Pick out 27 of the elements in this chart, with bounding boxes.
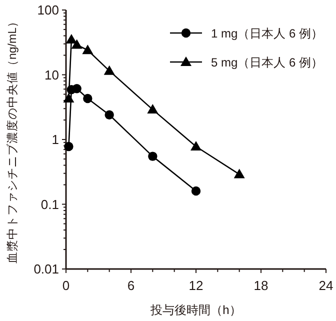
point: [191, 186, 201, 196]
y-tick-label: 10: [44, 67, 59, 82]
point: [71, 39, 82, 49]
x-axis-title: 投与後時間（h）: [150, 303, 242, 317]
point: [104, 65, 115, 75]
x-tick-label: 0: [62, 278, 70, 293]
x-tick-label: 12: [188, 278, 204, 293]
point: [104, 110, 114, 120]
x-tick-label: 18: [254, 278, 268, 293]
point: [234, 168, 245, 178]
point: [148, 152, 158, 161]
y-tick-label: 100: [37, 2, 59, 18]
y-tick-label: 0.01: [34, 262, 59, 276]
legend-label: 1 mg（日本人 6 例）: [211, 26, 324, 40]
point: [66, 34, 77, 44]
legend-label: 5 mg（日本人 6 例）: [211, 56, 324, 70]
point: [82, 44, 94, 54]
x-tick-label: 6: [127, 278, 135, 293]
point: [147, 104, 158, 114]
point: [190, 140, 202, 150]
y-axis-title: 血漿中トファシチニブ濃度の中央値（ng/mL）: [7, 16, 19, 264]
point: [83, 94, 92, 104]
point: [64, 142, 74, 152]
point: [63, 92, 74, 102]
y-tick-label: 1: [52, 132, 59, 147]
y-tick-label: 0.1: [40, 196, 59, 212]
x-tick-label: 24: [318, 278, 334, 293]
